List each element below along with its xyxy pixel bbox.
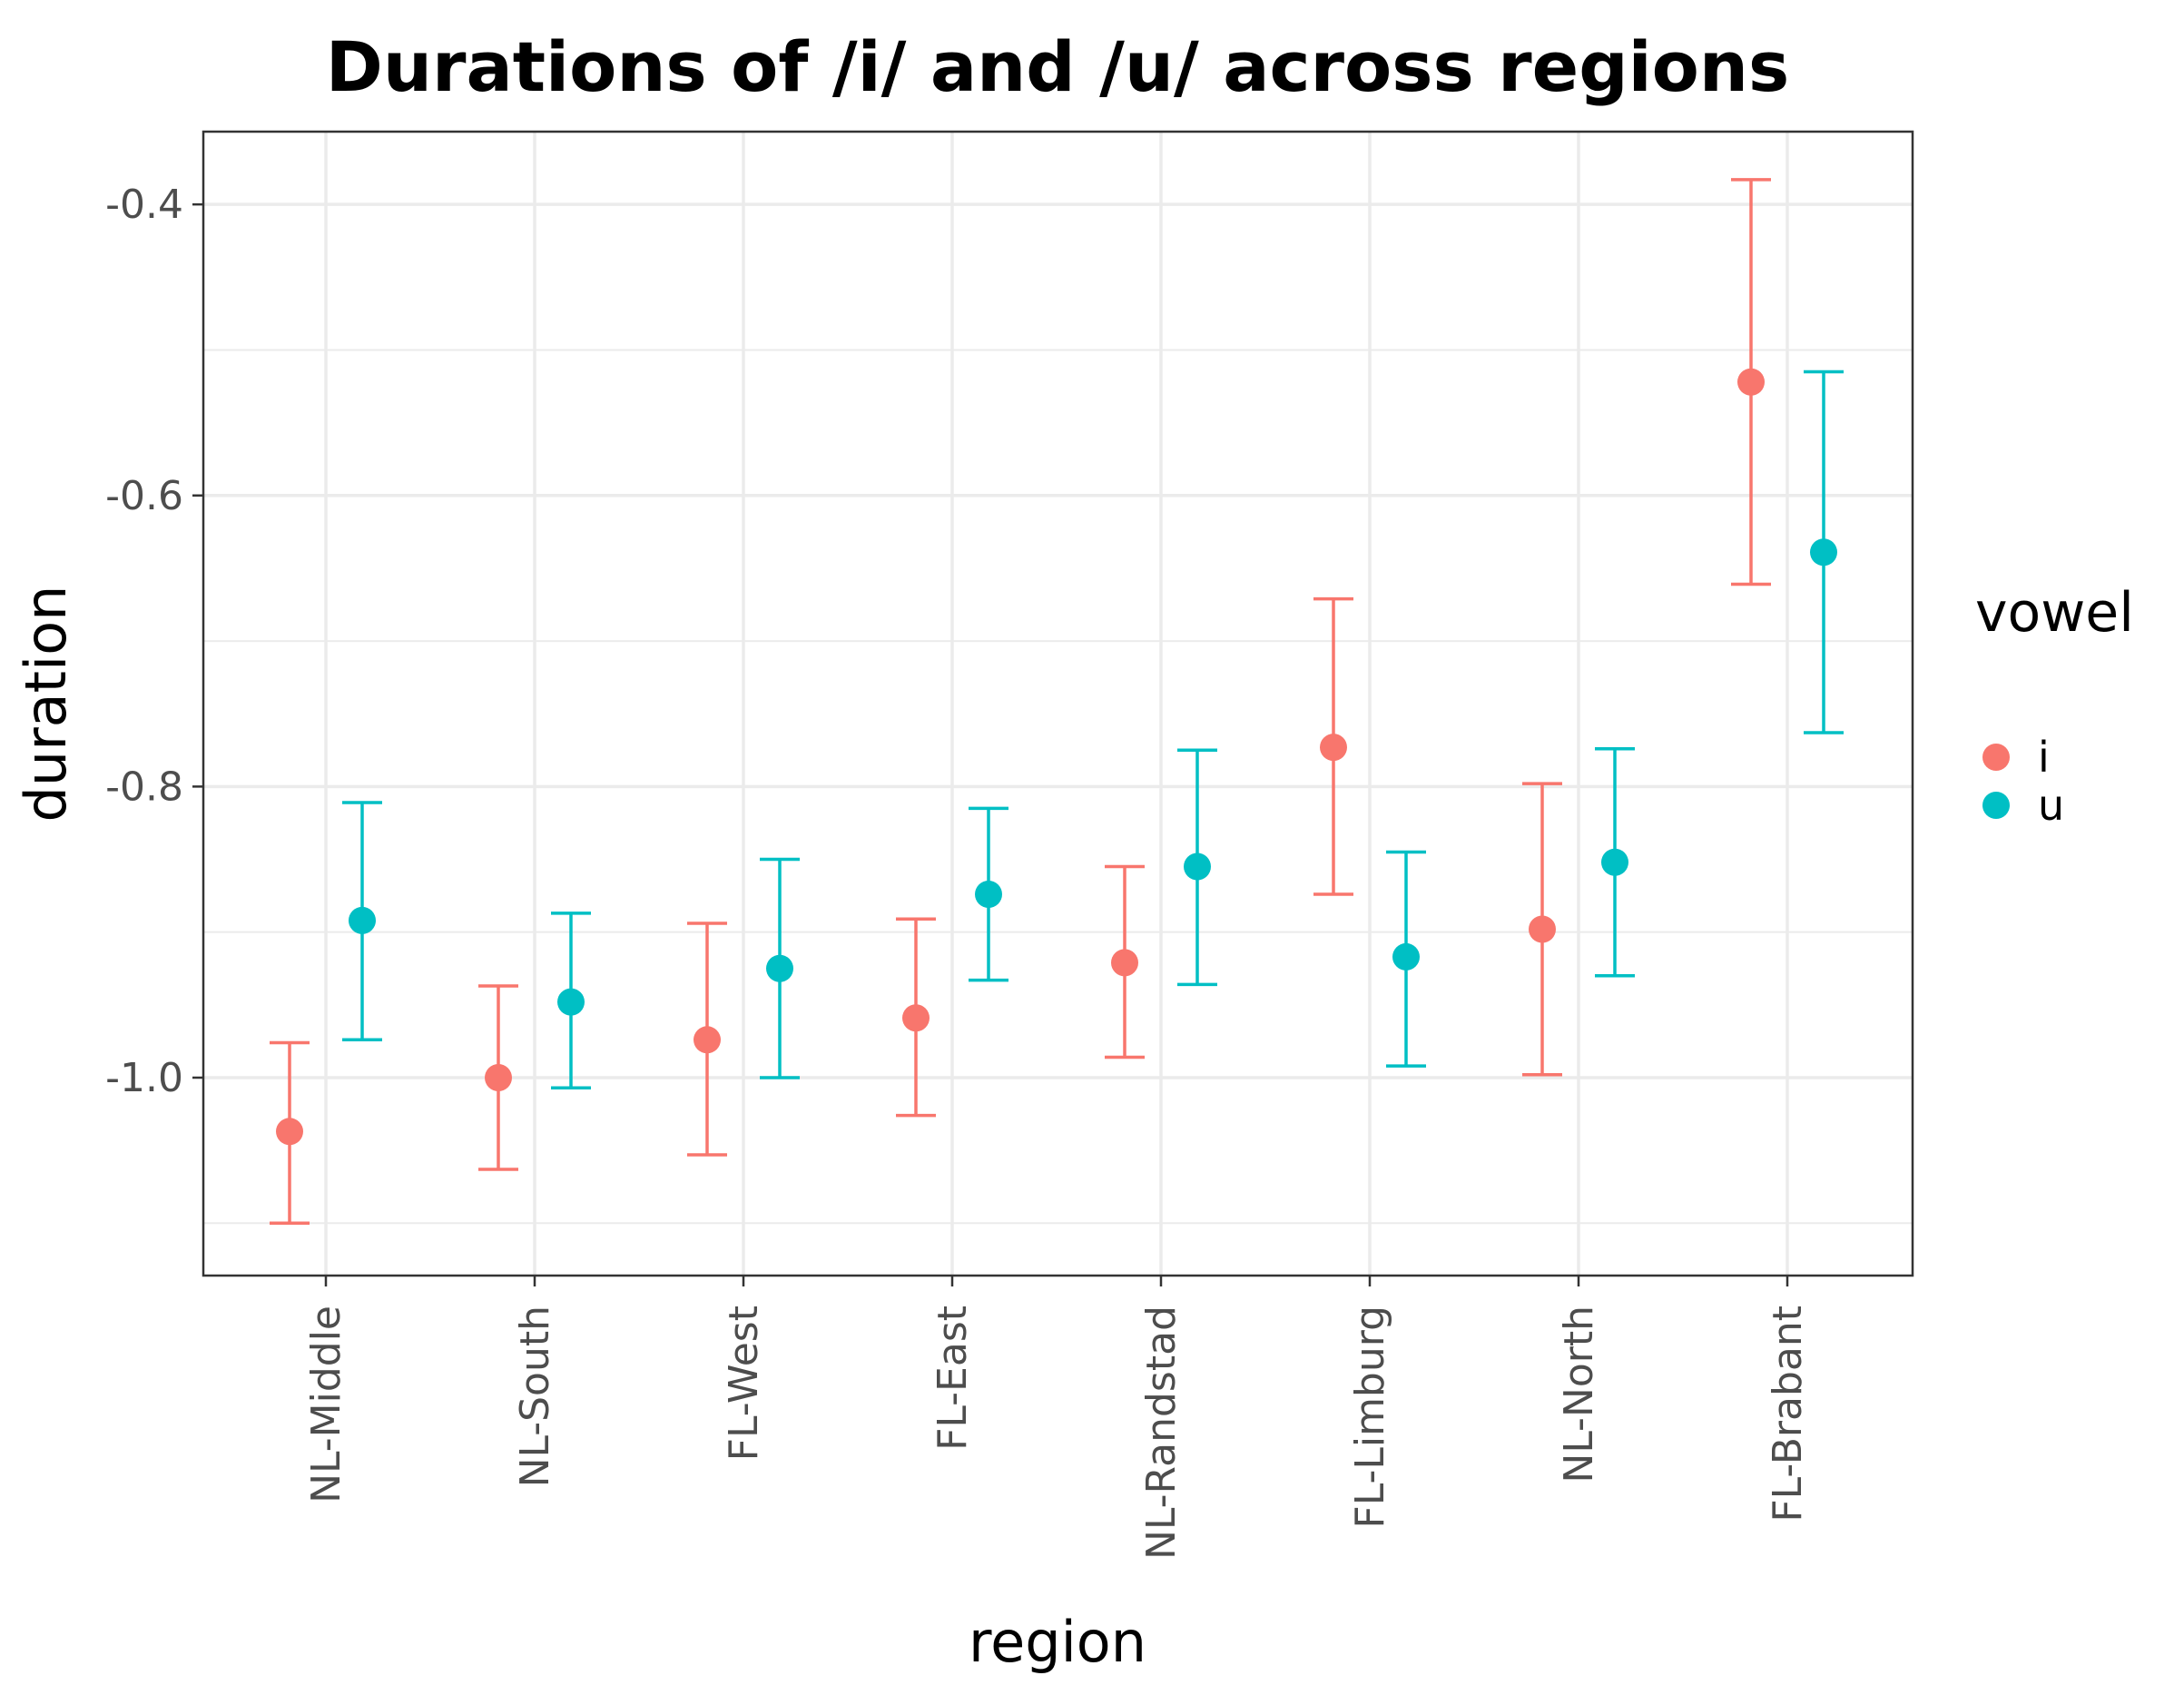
y-axis-title: duration xyxy=(13,586,79,823)
x-tick-label: FL-Limburg xyxy=(1347,1306,1393,1529)
point-i-fl-limburg xyxy=(1320,734,1347,762)
legend-title: vowel xyxy=(1975,581,2134,645)
gridlines xyxy=(203,132,1913,1276)
legend-label-i: i xyxy=(2038,733,2050,782)
axis-ticks: -1.0 -0.8 -0.6 -0.4 NL-Middle NL-South FL-West… xyxy=(105,182,1811,1560)
point-i-nl-north xyxy=(1529,915,1556,943)
point-i-fl-west xyxy=(694,1026,721,1054)
x-tick-label: NL-Middle xyxy=(303,1306,349,1503)
point-i-fl-east xyxy=(902,1004,930,1032)
x-tick-label: NL-North xyxy=(1556,1306,1602,1483)
x-tick-label: FL-East xyxy=(930,1306,976,1451)
y-tick-label: -1.0 xyxy=(105,1055,183,1101)
point-i-nl-randstad xyxy=(1111,949,1138,977)
point-u-fl-west xyxy=(766,954,793,982)
point-i-fl-brabant xyxy=(1737,368,1765,396)
x-tick-label: NL-Randstad xyxy=(1138,1306,1185,1560)
legend-label-u: u xyxy=(2038,781,2064,830)
data-marks xyxy=(270,178,1844,1226)
point-u-nl-randstad xyxy=(1184,852,1211,881)
point-u-fl-brabant xyxy=(1810,538,1837,567)
point-u-nl-middle xyxy=(349,906,376,934)
x-tick-label: FL-Brabant xyxy=(1765,1306,1811,1523)
plot-panel xyxy=(202,130,1914,1277)
y-tick-label: -0.4 xyxy=(105,182,183,228)
point-u-fl-limburg xyxy=(1392,942,1420,971)
x-axis-title: region xyxy=(969,1609,1146,1675)
point-u-fl-east xyxy=(975,881,1002,908)
point-i-nl-middle xyxy=(276,1118,303,1146)
legend-key-u xyxy=(1982,792,2010,819)
point-u-nl-north xyxy=(1601,848,1628,876)
y-tick-label: -0.8 xyxy=(105,764,183,810)
x-tick-label: FL-West xyxy=(721,1306,767,1461)
legend: vowel iu xyxy=(1975,581,2134,830)
legend-key-i xyxy=(1982,744,2010,771)
x-tick-label: NL-South xyxy=(512,1306,558,1487)
y-tick-label: -0.6 xyxy=(105,473,183,519)
chart-title: Durations of /i/ and /u/ across regions xyxy=(326,26,1789,107)
point-u-nl-south xyxy=(557,988,585,1016)
point-i-nl-south xyxy=(485,1063,512,1091)
